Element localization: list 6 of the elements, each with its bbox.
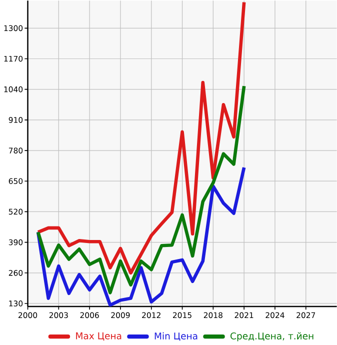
line-series [36, 166, 246, 307]
line-series [36, 84, 246, 294]
legend-label: Сред.Цена, т.йен [230, 332, 314, 342]
line-series [36, 0, 246, 275]
legend-label: Max Цена [76, 332, 121, 341]
legend-label: Min Цена [154, 332, 197, 341]
